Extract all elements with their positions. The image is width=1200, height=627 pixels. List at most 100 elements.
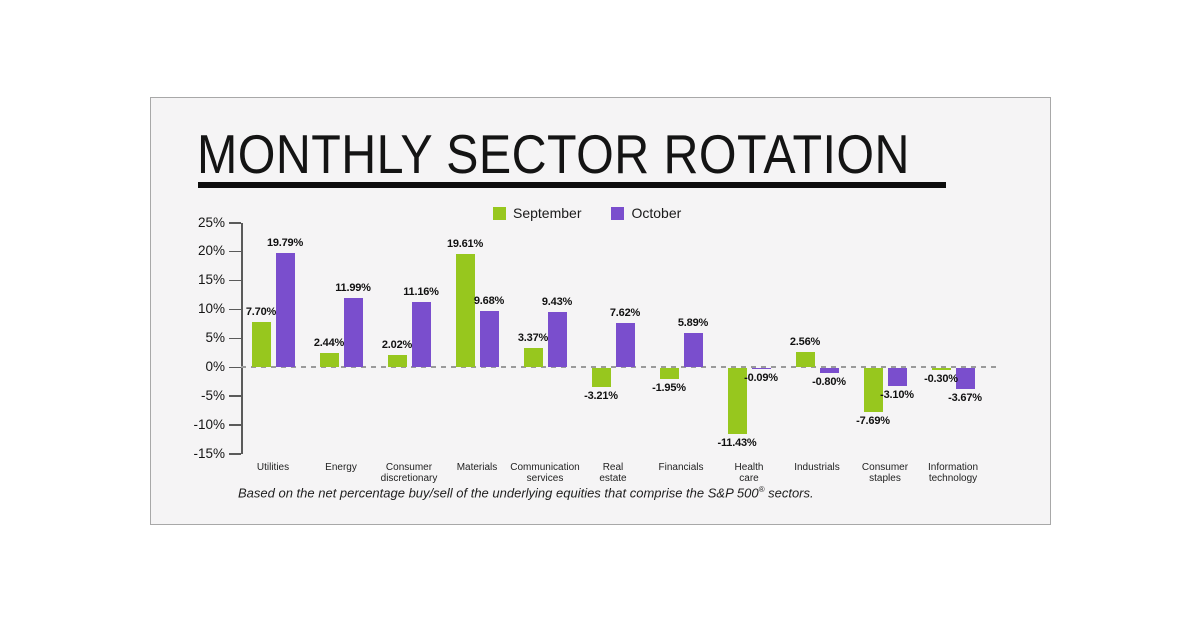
bar-october (343, 297, 363, 367)
category-label: Communication services (503, 462, 587, 484)
y-axis-label: 0% (205, 359, 225, 374)
y-axis-tick (229, 308, 241, 311)
bar-value-label: 9.43% (541, 296, 573, 309)
category-label-line: Consumer (861, 462, 909, 473)
category-label: Consumer staples (843, 462, 927, 484)
y-axis-tick (229, 395, 241, 397)
bar-october (547, 312, 567, 367)
category-label: Consumer discretionary (367, 462, 451, 484)
legend-label-october: October (631, 205, 682, 221)
category-label: Financials (639, 462, 723, 473)
category-label-line: staples (869, 473, 901, 484)
category-label: Materials (435, 462, 519, 473)
category-label-line: Communication (510, 462, 580, 473)
category-label: Health care (707, 462, 791, 484)
bar-value-label: -7.69% (856, 415, 890, 428)
category-label: Industrials (775, 462, 859, 473)
legend-item-october: October (611, 205, 681, 221)
bar-september (863, 368, 883, 413)
bar-value-label: -11.43% (717, 437, 757, 450)
y-axis-tick (229, 337, 241, 340)
bar-value-label: 11.99% (335, 281, 371, 294)
bar-september (523, 347, 543, 367)
legend: September October (493, 205, 681, 221)
bar-value-label: 11.16% (403, 286, 439, 299)
category-label-line: Materials (456, 462, 498, 473)
y-axis-tick (229, 222, 241, 224)
y-axis-tick (229, 279, 241, 282)
category-label: Utilities (231, 462, 315, 473)
bar-september (727, 368, 747, 435)
bar-value-label: -0.80% (812, 375, 846, 388)
bar-october (751, 368, 771, 369)
zero-line (241, 366, 996, 368)
category-label-line: Information (927, 462, 979, 473)
category-label-line: Real (602, 462, 624, 473)
bar-september (319, 352, 339, 367)
bar-value-label: 2.02% (381, 339, 413, 352)
category-label-line: Financials (658, 462, 704, 473)
y-axis-label: -5% (200, 387, 225, 403)
category-label: Real estate (571, 462, 655, 484)
category-label: Energy (299, 462, 383, 473)
bar-value-label: 2.44% (313, 336, 345, 349)
bar-october (683, 332, 703, 367)
y-axis-label: 10% (197, 301, 225, 317)
category-label-line: Energy (325, 462, 357, 473)
category-label-line: discretionary (380, 473, 438, 484)
bar-value-label: -1.95% (652, 382, 686, 395)
legend-item-september: September (493, 205, 581, 221)
bar-value-label: 7.70% (245, 306, 277, 319)
bar-october (615, 322, 635, 367)
bar-october (411, 302, 431, 367)
bar-value-label: 3.37% (517, 331, 549, 344)
bar-value-label: 9.68% (473, 295, 505, 308)
category-label-line: Health (734, 462, 764, 473)
registered-mark: ® (758, 485, 765, 494)
y-axis-tick (229, 424, 241, 426)
footnote-text: Based on the net percentage buy/sell of … (238, 485, 759, 501)
bar-september (659, 368, 679, 380)
bar-value-label: -3.10% (880, 388, 914, 401)
bar-september (795, 352, 815, 367)
chart-footnote: Based on the net percentage buy/sell of … (238, 485, 814, 500)
bar-september (251, 322, 271, 367)
y-axis-label: -15% (193, 445, 225, 461)
bar-value-label: 19.61% (446, 237, 484, 250)
category-label-line: care (739, 473, 759, 484)
y-axis-tick (229, 453, 241, 455)
bar-october (955, 368, 975, 390)
bar-value-label: -3.21% (584, 389, 618, 402)
bar-october (887, 368, 907, 386)
bar-value-label: 2.56% (789, 336, 821, 349)
bar-september (455, 253, 475, 367)
category-label-line: estate (599, 473, 627, 484)
y-axis-label: -10% (193, 416, 225, 432)
september-swatch (493, 206, 506, 220)
bar-value-label: -3.67% (948, 392, 982, 405)
y-axis-label: 25% (197, 214, 225, 230)
category-label: Information technology (911, 462, 995, 484)
legend-label-september: September (513, 205, 582, 221)
footnote-text-end: sectors. (764, 485, 814, 501)
category-label-line: Consumer (385, 462, 433, 473)
y-axis-line (241, 222, 243, 454)
category-label-line: Industrials (794, 462, 840, 473)
y-axis-tick (229, 366, 241, 368)
bar-september (591, 368, 611, 387)
y-axis-label: 5% (205, 330, 225, 346)
category-label-line: Utilities (256, 462, 290, 473)
bar-october (275, 252, 295, 367)
category-label-line: technology (928, 473, 978, 484)
category-label-line: services (526, 473, 564, 484)
october-swatch (611, 206, 625, 220)
y-axis-label: 20% (197, 243, 225, 259)
bar-value-label: 19.79% (266, 236, 304, 249)
bar-october (819, 368, 839, 373)
chart-title: MONTHLY SECTOR ROTATION (197, 123, 910, 185)
chart-card: MONTHLY SECTOR ROTATION September Octobe… (150, 97, 1051, 525)
bar-value-label: -0.30% (924, 372, 958, 385)
bar-value-label: -0.09% (744, 372, 778, 384)
bar-september (931, 368, 951, 370)
title-underline (198, 182, 946, 188)
